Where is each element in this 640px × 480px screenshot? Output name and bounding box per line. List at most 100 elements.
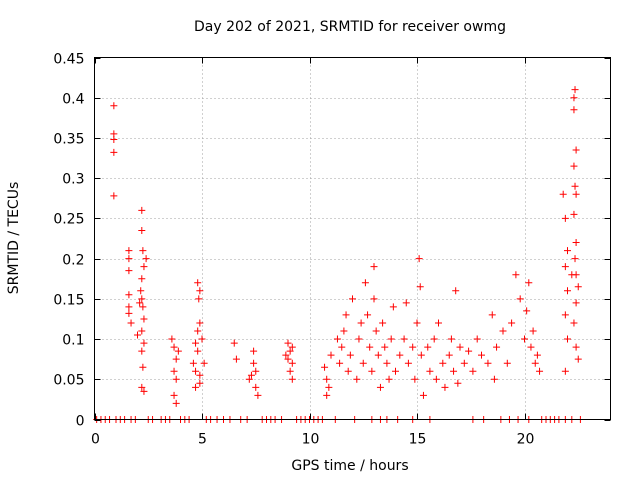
data-point xyxy=(572,343,580,351)
data-point xyxy=(574,355,582,363)
data-point xyxy=(389,303,397,311)
data-point xyxy=(359,359,367,367)
x-tick-label: 20 xyxy=(517,432,535,448)
data-point xyxy=(447,335,455,343)
data-point xyxy=(284,355,292,363)
data-point xyxy=(571,86,579,94)
data-point xyxy=(342,311,350,319)
data-point xyxy=(516,295,524,303)
data-point xyxy=(196,371,204,379)
data-point xyxy=(139,363,147,371)
data-point xyxy=(533,351,541,359)
data-point xyxy=(286,367,294,375)
data-point xyxy=(493,343,501,351)
data-point xyxy=(125,255,133,263)
data-point xyxy=(561,214,569,222)
data-point xyxy=(529,327,537,335)
data-point xyxy=(400,335,408,343)
data-point xyxy=(396,351,404,359)
data-point xyxy=(452,287,460,295)
data-point xyxy=(561,311,569,319)
y-tick-label: 0.2 xyxy=(62,253,84,269)
data-point xyxy=(196,319,204,327)
data-point xyxy=(327,351,335,359)
data-point xyxy=(170,343,178,351)
data-point xyxy=(439,359,447,367)
data-point xyxy=(170,367,178,375)
x-axis: 0 5 10 15 20 xyxy=(91,57,535,448)
data-point xyxy=(172,375,180,383)
data-point xyxy=(286,347,294,355)
data-point xyxy=(370,263,378,271)
data-point xyxy=(450,367,458,375)
data-point xyxy=(336,359,344,367)
data-point xyxy=(469,367,477,375)
data-point xyxy=(561,263,569,271)
data-point xyxy=(142,255,150,263)
data-point xyxy=(250,347,258,355)
data-point xyxy=(441,383,449,391)
data-point xyxy=(381,343,389,351)
data-point xyxy=(570,210,578,218)
data-point xyxy=(445,351,453,359)
data-point xyxy=(333,335,341,343)
data-point xyxy=(338,343,346,351)
x-tick-label: 5 xyxy=(198,432,207,448)
data-point xyxy=(385,375,393,383)
y-tick-label: 0.05 xyxy=(53,373,84,389)
data-point xyxy=(138,275,146,283)
data-point xyxy=(252,383,260,391)
data-point xyxy=(140,263,148,271)
data-point xyxy=(194,327,202,335)
y-tick-label: 0.3 xyxy=(62,172,84,188)
data-point xyxy=(136,299,144,307)
data-point xyxy=(419,391,427,399)
data-point xyxy=(370,295,378,303)
data-point xyxy=(125,309,133,317)
data-point xyxy=(454,379,462,387)
data-point xyxy=(245,375,253,383)
data-point xyxy=(323,375,331,383)
data-point xyxy=(571,182,579,190)
data-point xyxy=(282,351,290,359)
x-tick-label: 0 xyxy=(91,432,100,448)
data-point xyxy=(140,315,148,323)
data-point xyxy=(488,311,496,319)
data-point xyxy=(138,327,146,335)
data-point xyxy=(194,279,202,287)
data-point xyxy=(435,319,442,327)
y-tick-label: 0.45 xyxy=(53,52,84,68)
data-point xyxy=(172,355,180,363)
data-point xyxy=(288,375,296,383)
data-point xyxy=(460,359,468,367)
data-point xyxy=(125,247,133,255)
data-point xyxy=(138,206,146,214)
data-point xyxy=(353,375,361,383)
data-point xyxy=(110,148,118,156)
x-axis-label: GPS time / hours xyxy=(291,458,408,474)
data-point xyxy=(194,347,202,355)
data-point xyxy=(376,383,384,391)
data-point xyxy=(531,359,539,367)
data-point xyxy=(521,335,528,343)
data-points xyxy=(93,86,584,423)
data-point xyxy=(570,319,578,327)
data-point xyxy=(284,339,292,347)
data-point xyxy=(473,335,481,343)
data-point xyxy=(192,339,200,347)
data-point xyxy=(189,359,197,367)
data-point xyxy=(196,287,204,295)
data-point xyxy=(139,247,147,255)
y-tick-label: 0.35 xyxy=(53,132,84,148)
data-point xyxy=(570,106,578,114)
data-point xyxy=(432,375,440,383)
data-point xyxy=(574,283,582,291)
data-point xyxy=(424,343,432,351)
data-point xyxy=(170,391,178,399)
data-point xyxy=(572,239,580,247)
y-axis-label: SRMTID / TECUs xyxy=(6,182,22,295)
data-point xyxy=(139,303,147,311)
data-point xyxy=(200,359,208,367)
data-point xyxy=(321,363,329,371)
